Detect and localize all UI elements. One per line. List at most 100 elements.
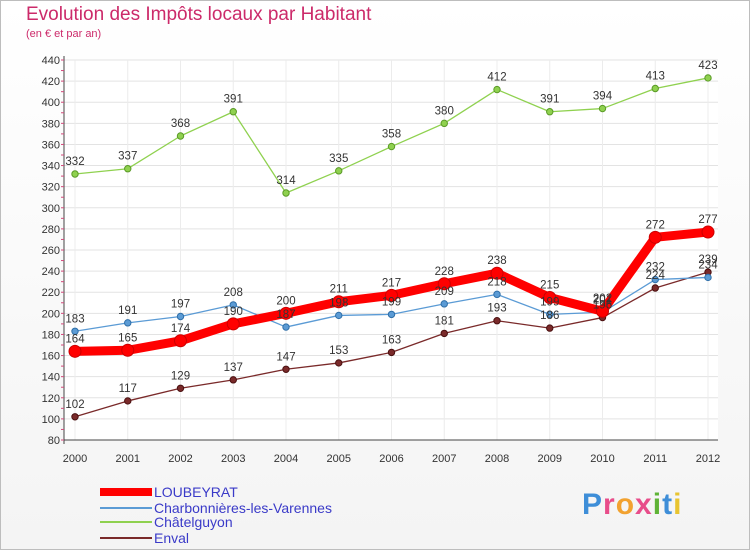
data-point-loubeyrat bbox=[543, 291, 557, 304]
data-point-loubeyrat bbox=[596, 304, 609, 318]
logo-letter: t bbox=[662, 488, 674, 521]
data-point-chatelguyon bbox=[598, 104, 607, 113]
data-point-loubeyrat bbox=[332, 295, 346, 309]
logo-letter: i bbox=[652, 488, 663, 521]
x-tick-label: 2003 bbox=[221, 453, 245, 465]
data-label-enval: 137 bbox=[224, 362, 243, 374]
data-point-loubeyrat bbox=[385, 288, 398, 302]
legend-swatch-loubeyrat bbox=[100, 488, 152, 496]
y-tick-label: 380 bbox=[42, 118, 60, 130]
legend-item-loubeyrat: LOUBEYRAT bbox=[100, 484, 238, 500]
y-tick-label: 120 bbox=[42, 393, 60, 405]
data-label-charbonnieres: 199 bbox=[382, 296, 401, 308]
y-tick-label: 200 bbox=[42, 308, 60, 320]
y-tick-label: 160 bbox=[42, 351, 60, 363]
data-point-enval bbox=[387, 348, 396, 357]
data-point-chatelguyon bbox=[71, 170, 79, 178]
data-label-charbonnieres: 208 bbox=[224, 287, 243, 299]
y-tick-label: 240 bbox=[42, 266, 60, 278]
data-label-loubeyrat: 238 bbox=[487, 255, 506, 267]
data-point-chatelguyon bbox=[124, 165, 132, 173]
legend-label-enval: Enval bbox=[154, 530, 190, 546]
data-label-loubeyrat: 211 bbox=[330, 284, 348, 296]
data-label-chatelguyon: 332 bbox=[65, 156, 84, 168]
y-tick-label: 320 bbox=[42, 182, 60, 194]
x-tick-label: 2011 bbox=[643, 453, 667, 465]
data-label-chatelguyon: 391 bbox=[224, 94, 243, 106]
data-point-chatelguyon bbox=[176, 132, 185, 140]
data-point-enval bbox=[124, 397, 132, 405]
x-tick-label: 2002 bbox=[168, 453, 192, 465]
data-label-enval: 163 bbox=[382, 334, 401, 346]
data-label-loubeyrat: 200 bbox=[276, 295, 295, 307]
data-point-chatelguyon bbox=[335, 167, 343, 175]
data-label-chatelguyon: 412 bbox=[487, 72, 506, 84]
data-point-enval bbox=[71, 413, 79, 421]
proxiti-logo: Proxiti bbox=[582, 488, 682, 522]
x-tick-label: 2001 bbox=[116, 453, 140, 465]
y-tick-label: 180 bbox=[42, 329, 60, 341]
data-label-chatelguyon: 337 bbox=[118, 151, 137, 163]
data-point-loubeyrat bbox=[174, 334, 187, 348]
data-label-enval: 186 bbox=[540, 310, 559, 322]
x-tick-label: 2006 bbox=[379, 453, 403, 465]
y-tick-label: 260 bbox=[42, 245, 60, 257]
data-label-charbonnieres: 198 bbox=[329, 297, 348, 309]
legend-item-enval: Enval bbox=[100, 530, 189, 546]
data-point-charbonnieres bbox=[546, 310, 554, 319]
data-label-chatelguyon: 391 bbox=[540, 94, 559, 106]
logo-letter: P bbox=[582, 488, 604, 521]
legend-item-charbonnieres: Charbonnières-les-Varennes bbox=[100, 500, 332, 516]
data-point-loubeyrat bbox=[226, 317, 240, 331]
data-label-loubeyrat: 165 bbox=[118, 332, 137, 344]
data-label-loubeyrat: 272 bbox=[646, 219, 665, 231]
data-point-enval bbox=[546, 324, 554, 332]
data-point-chatelguyon bbox=[282, 189, 290, 197]
data-label-loubeyrat: 277 bbox=[698, 214, 717, 226]
logo-letter: x bbox=[635, 488, 653, 521]
data-point-charbonnieres bbox=[651, 275, 659, 284]
data-label-chatelguyon: 335 bbox=[329, 153, 348, 165]
data-label-enval: 193 bbox=[487, 303, 506, 315]
x-tick-label: 2000 bbox=[63, 453, 87, 465]
legend-label-loubeyrat: LOUBEYRAT bbox=[154, 484, 238, 500]
data-label-loubeyrat: 217 bbox=[382, 277, 401, 289]
chart-subtitle: (en € et par an) bbox=[26, 28, 102, 40]
y-tick-label: 340 bbox=[42, 161, 60, 173]
legend-item-chatelguyon: Châtelguyon bbox=[100, 514, 233, 530]
data-point-enval bbox=[335, 359, 343, 367]
data-point-enval bbox=[229, 376, 237, 384]
data-label-chatelguyon: 368 bbox=[171, 118, 190, 130]
data-label-loubeyrat: 174 bbox=[171, 323, 191, 335]
data-label-chatelguyon: 413 bbox=[646, 71, 665, 83]
data-point-charbonnieres bbox=[124, 319, 132, 327]
data-point-chatelguyon bbox=[704, 74, 712, 82]
data-label-loubeyrat: 202 bbox=[593, 293, 612, 305]
data-point-charbonnieres bbox=[282, 323, 290, 331]
chart-title: Evolution des Impôts locaux par Habitant bbox=[26, 4, 372, 25]
data-label-charbonnieres: 218 bbox=[487, 276, 506, 288]
data-point-charbonnieres bbox=[229, 301, 237, 309]
y-tick-label: 360 bbox=[42, 139, 60, 151]
y-tick-label: 440 bbox=[42, 55, 60, 67]
data-label-chatelguyon: 314 bbox=[276, 175, 296, 187]
y-tick-label: 400 bbox=[42, 97, 60, 109]
x-tick-label: 2004 bbox=[274, 453, 298, 465]
data-point-enval bbox=[493, 317, 501, 325]
data-point-enval bbox=[440, 329, 448, 338]
data-label-charbonnieres: 234 bbox=[698, 259, 718, 271]
y-tick-label: 100 bbox=[42, 414, 60, 426]
data-label-enval: 153 bbox=[329, 345, 348, 357]
data-point-charbonnieres bbox=[71, 327, 79, 335]
data-label-enval: 181 bbox=[435, 315, 454, 327]
x-tick-label: 2008 bbox=[485, 453, 509, 465]
y-tick-label: 140 bbox=[42, 372, 60, 384]
data-point-charbonnieres bbox=[440, 300, 448, 308]
x-tick-label: 2009 bbox=[538, 453, 562, 465]
data-label-loubeyrat: 164 bbox=[65, 333, 85, 345]
data-label-enval: 196 bbox=[593, 300, 612, 312]
data-label-charbonnieres: 232 bbox=[646, 262, 665, 274]
data-label-enval: 239 bbox=[698, 254, 717, 266]
data-point-charbonnieres bbox=[335, 311, 343, 320]
data-label-charbonnieres: 209 bbox=[435, 286, 454, 298]
